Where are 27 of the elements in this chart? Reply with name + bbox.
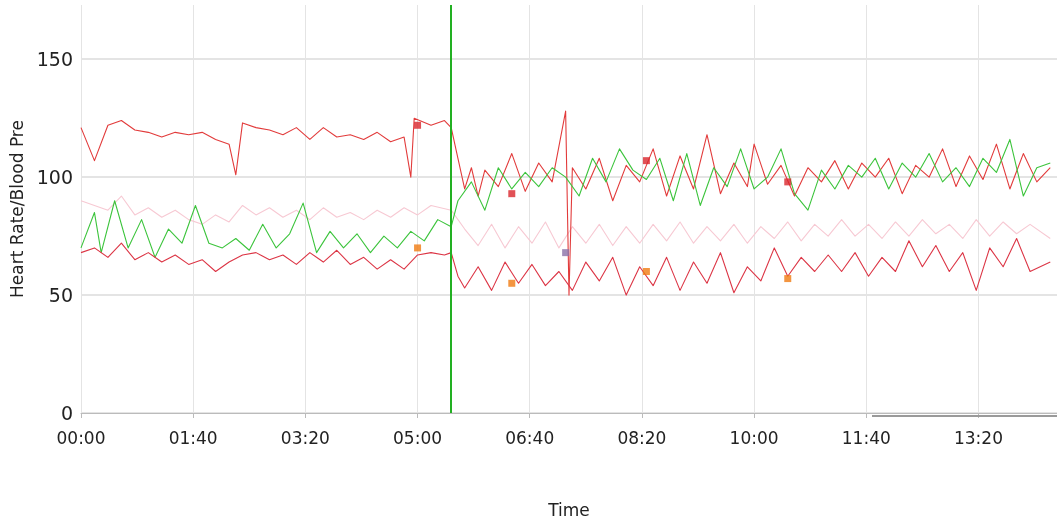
point — [508, 190, 516, 198]
line-series — [80, 110, 1051, 296]
point — [414, 121, 422, 129]
x-tick-label: 10:00 — [729, 427, 779, 448]
point — [642, 157, 650, 165]
line-series — [80, 195, 1051, 249]
x-tick-label: 03:20 — [280, 427, 330, 448]
y-tick-label: 100 — [36, 166, 73, 189]
point — [508, 279, 516, 287]
x-tick-label: 00:00 — [56, 427, 106, 448]
x-axis-title: Time — [547, 499, 590, 520]
x-tick-label: 01:40 — [168, 427, 218, 448]
point — [784, 178, 792, 186]
y-tick-label: 150 — [36, 48, 73, 71]
line-series — [80, 138, 1051, 258]
x-tick-label: 05:00 — [393, 427, 443, 448]
x-tick-label: 13:20 — [953, 427, 1003, 448]
x-tick-label: 11:40 — [841, 427, 891, 448]
x-tick-label: 06:40 — [505, 427, 555, 448]
y-axis-title: Heart Rate/Blood Pre — [6, 120, 27, 298]
y-tick-label: 0 — [60, 402, 73, 424]
point — [414, 244, 422, 252]
point — [562, 249, 570, 257]
y-tick-label: 50 — [48, 284, 73, 307]
point — [784, 275, 792, 283]
x-tick-label: 08:20 — [617, 427, 667, 448]
point — [642, 268, 650, 275]
